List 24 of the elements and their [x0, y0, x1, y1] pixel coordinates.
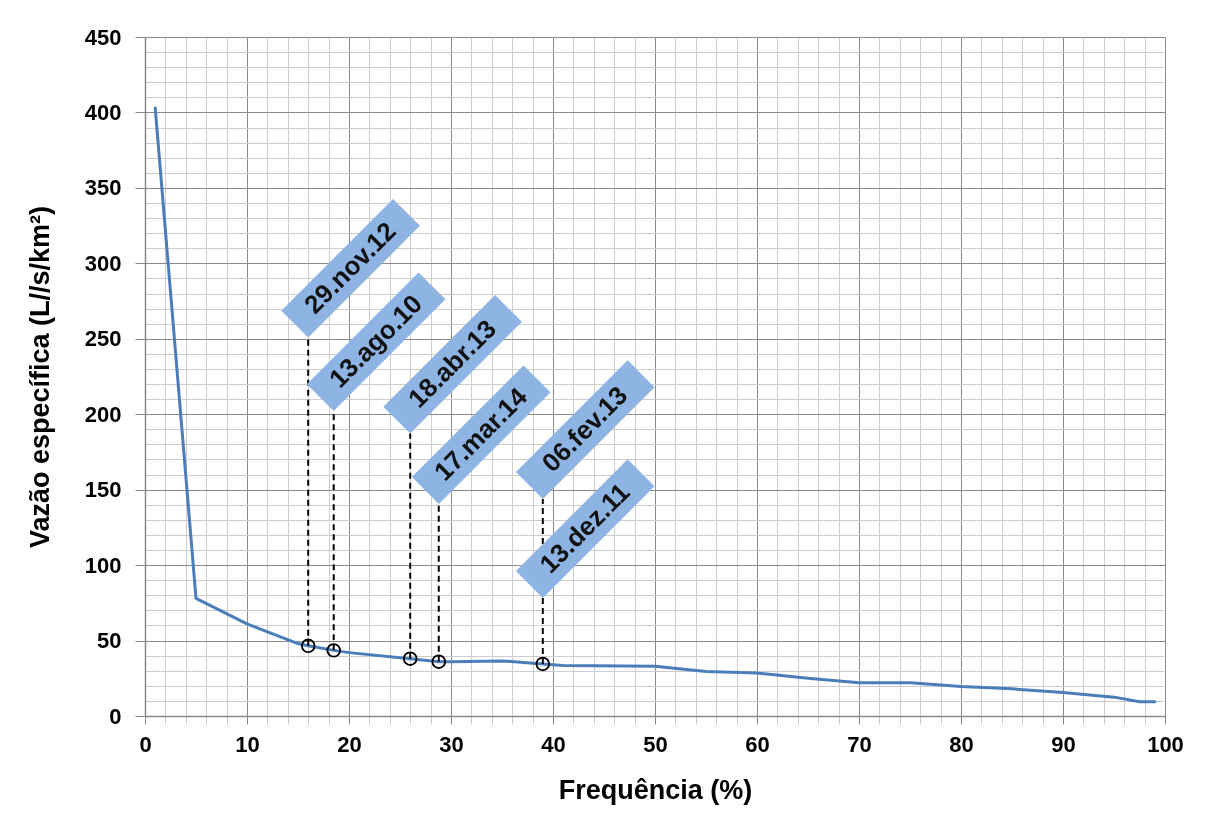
x-tick-label: 60	[745, 731, 770, 757]
y-axis-title: Vazão específica (L//s/km²)	[24, 205, 55, 549]
x-tick-label: 80	[949, 731, 974, 757]
x-axis-title: Frequência (%)	[558, 774, 753, 805]
y-tick-label: 200	[84, 401, 122, 427]
x-tick-label: 100	[1147, 731, 1184, 757]
y-tick-label: 400	[84, 99, 122, 125]
y-tick-label: 450	[84, 24, 122, 50]
x-tick-label: 70	[847, 731, 872, 757]
x-tick-label: 50	[643, 731, 668, 757]
y-tick-label: 150	[84, 477, 122, 503]
x-tick-label: 10	[235, 731, 260, 757]
x-tick-label: 0	[139, 731, 152, 757]
y-tick-label: 50	[97, 628, 122, 654]
x-tick-label: 20	[337, 731, 362, 757]
y-tick-label: 0	[109, 703, 122, 729]
x-tick-label: 90	[1051, 731, 1076, 757]
line-series	[153, 106, 1157, 704]
y-tick-label: 250	[84, 326, 122, 352]
x-tick-label: 40	[541, 731, 566, 757]
y-tick-label: 300	[84, 250, 122, 276]
x-tick-label: 30	[439, 731, 464, 757]
y-tick-label: 350	[84, 175, 122, 201]
y-tick-label: 100	[84, 552, 122, 578]
